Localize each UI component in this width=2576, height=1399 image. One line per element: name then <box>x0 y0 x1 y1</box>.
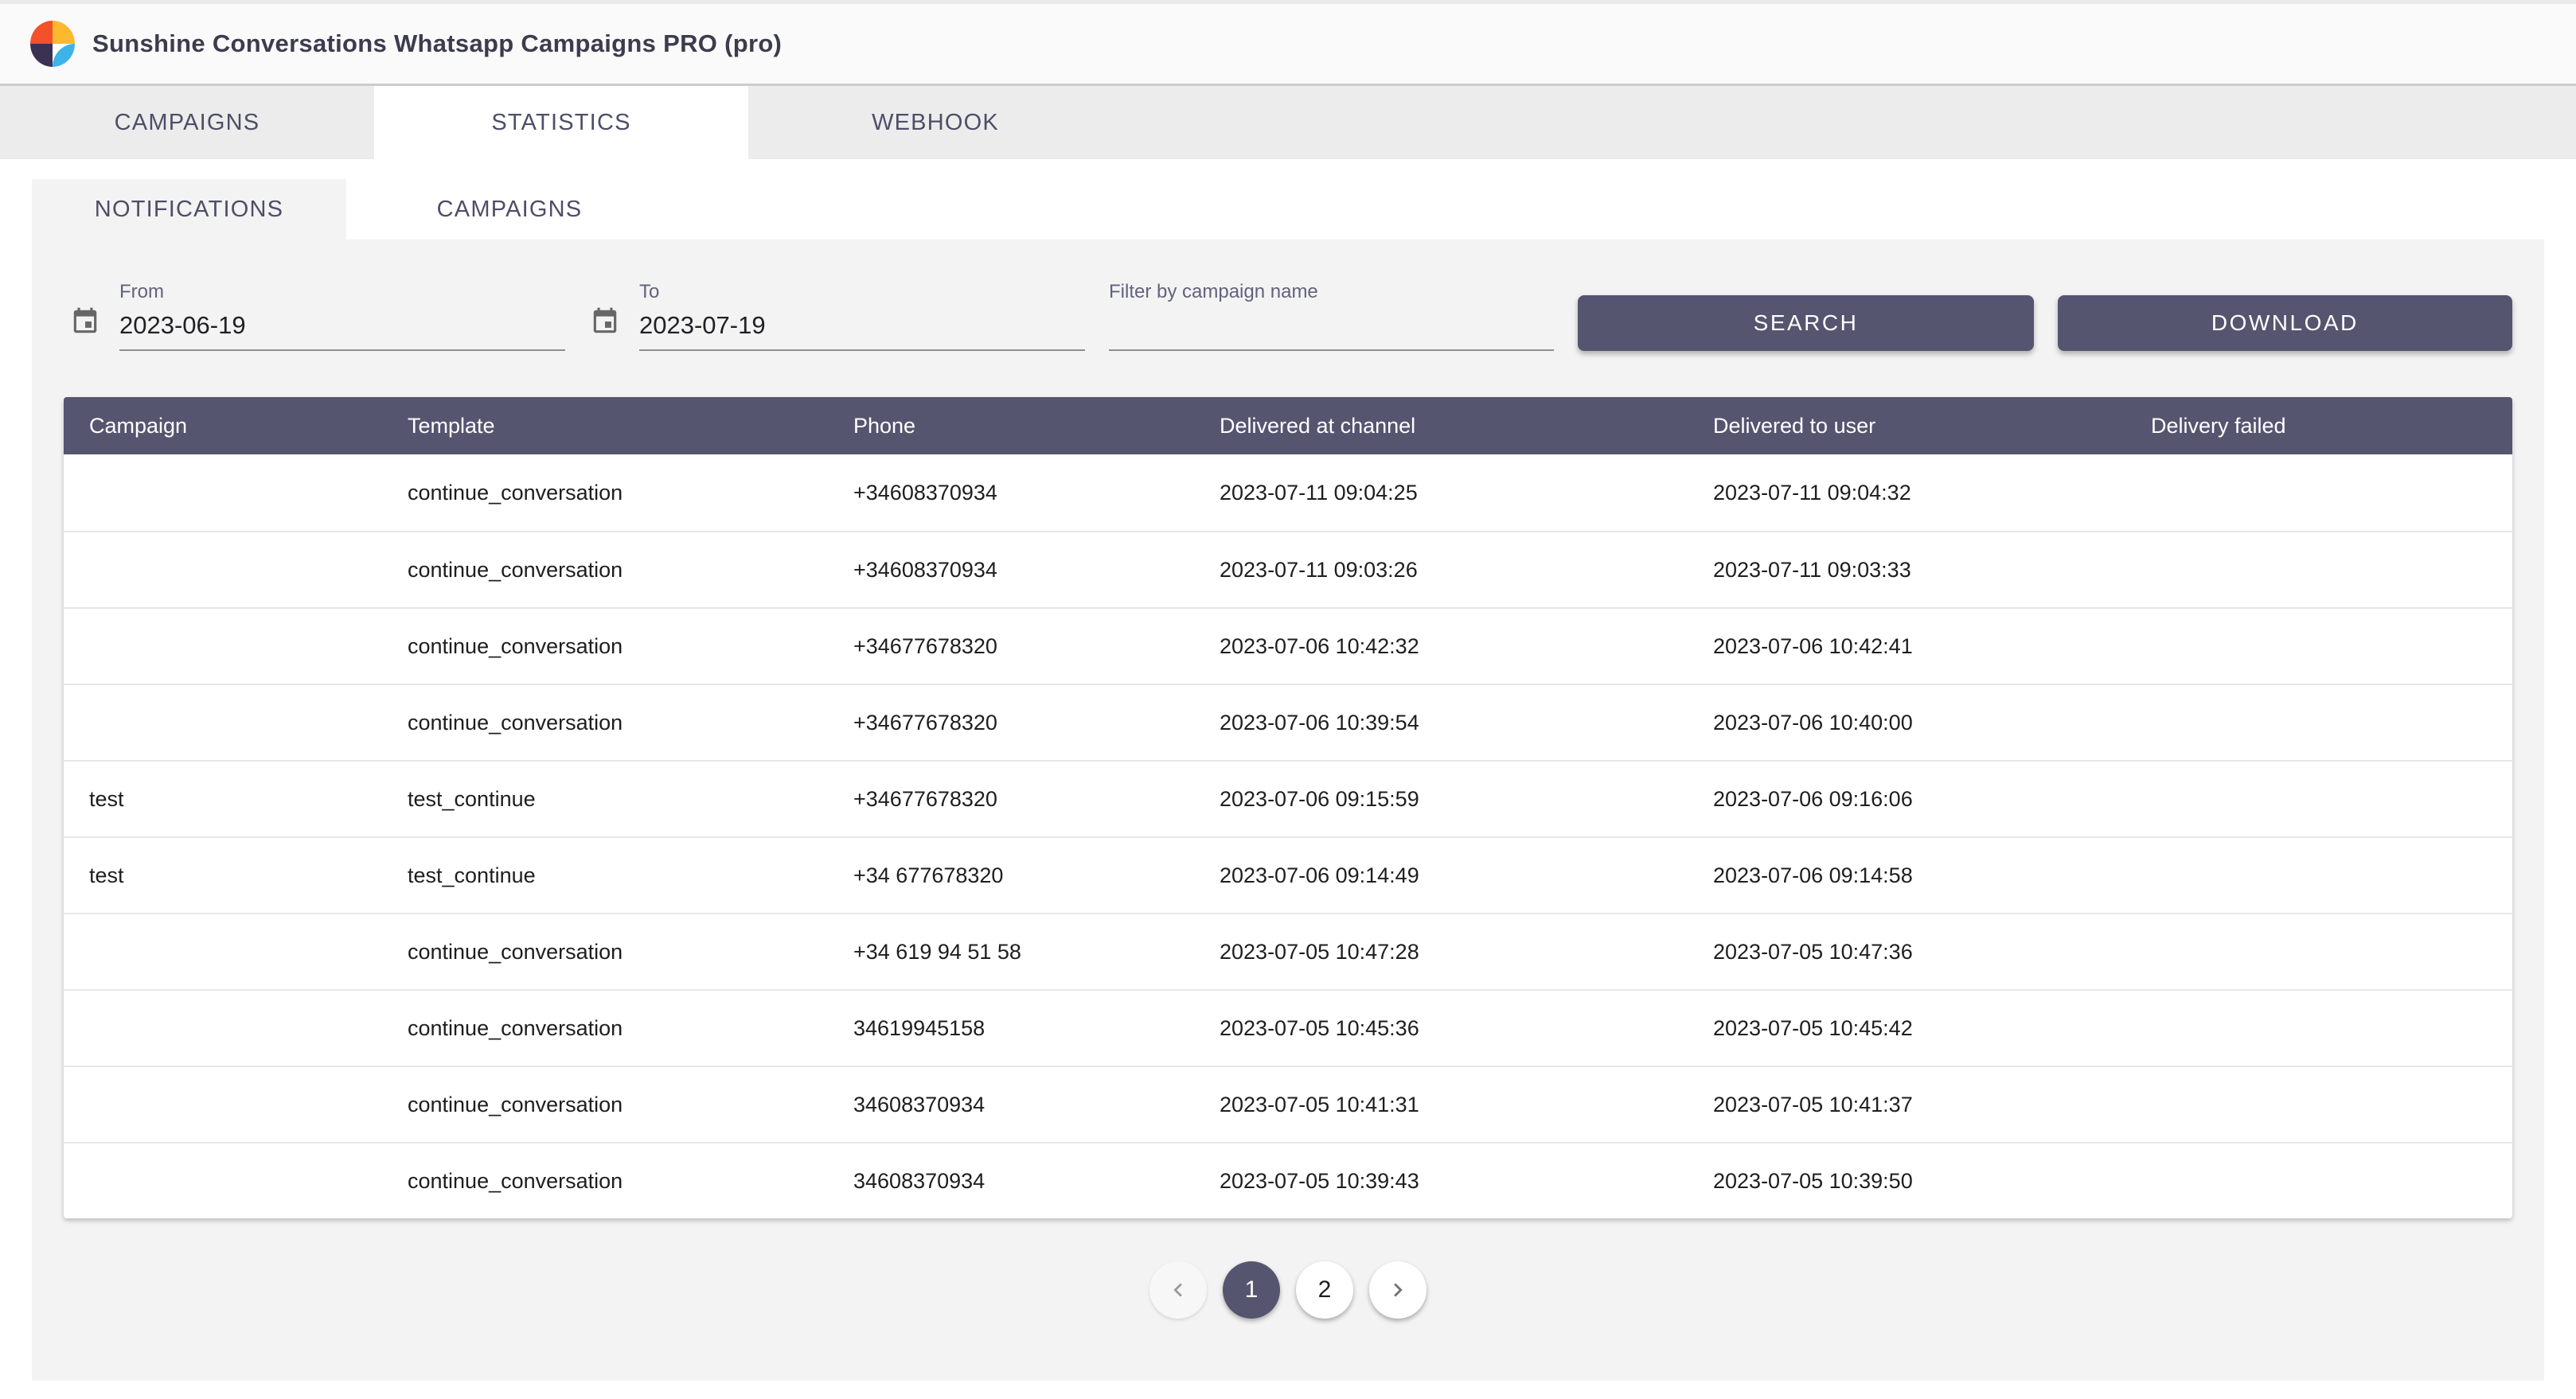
table-row: continue_conversation+34 619 94 51 58202… <box>64 913 2512 989</box>
column-header-campaign: Campaign <box>64 414 382 438</box>
campaign-filter-label: Filter by campaign name <box>1109 281 1554 303</box>
table-cell-delivered-to-user: 2023-07-05 10:41:37 <box>1688 1093 2125 1117</box>
table-row: continue_conversation346083709342023-07-… <box>64 1066 2512 1142</box>
column-header-phone: Phone <box>828 414 1194 438</box>
table-header: Campaign Template Phone Delivered at cha… <box>64 397 2512 454</box>
app-header: Sunshine Conversations Whatsapp Campaign… <box>0 4 2576 84</box>
chevron-left-icon <box>1165 1276 1192 1304</box>
search-button[interactable]: SEARCH <box>1578 295 2033 351</box>
table-cell-campaign: test <box>64 787 382 812</box>
table-cell-phone: +34677678320 <box>828 711 1194 735</box>
table-cell-phone: 34619945158 <box>828 1016 1194 1041</box>
pagination-page-2[interactable]: 2 <box>1296 1261 1353 1319</box>
table-cell-phone: +34677678320 <box>828 787 1194 812</box>
column-header-delivery-failed: Delivery failed <box>2125 414 2512 438</box>
table-cell-template: test_continue <box>382 787 828 812</box>
table-cell-phone: +34 677678320 <box>828 863 1194 888</box>
column-header-delivered-to-user: Delivered to user <box>1688 414 2125 438</box>
table-cell-delivered-to-user: 2023-07-11 09:03:33 <box>1688 558 2125 583</box>
table-cell-template: continue_conversation <box>382 940 828 964</box>
table-cell-phone: 34608370934 <box>828 1169 1194 1194</box>
table-cell-template: continue_conversation <box>382 711 828 735</box>
campaign-filter-field: Filter by campaign name <box>1109 281 1554 351</box>
page-title: Sunshine Conversations Whatsapp Campaign… <box>92 29 782 58</box>
pagination-prev-button[interactable] <box>1149 1261 1207 1319</box>
from-date-field: From <box>70 281 565 351</box>
table-cell-phone: +34677678320 <box>828 634 1194 659</box>
table-cell-delivered-to-user: 2023-07-11 09:04:32 <box>1688 481 2125 505</box>
calendar-icon[interactable] <box>590 305 620 338</box>
to-date-input[interactable] <box>639 310 1085 349</box>
main-tabbar: CAMPAIGNS STATISTICS WEBHOOK <box>0 86 2576 159</box>
table-cell-campaign: test <box>64 863 382 888</box>
table-cell-delivered-at-channel: 2023-07-05 10:45:36 <box>1194 1016 1688 1041</box>
table-row: continue_conversation+346083709342023-07… <box>64 531 2512 607</box>
table-cell-delivered-at-channel: 2023-07-05 10:41:31 <box>1194 1093 1688 1117</box>
table-cell-phone: +34608370934 <box>828 481 1194 505</box>
campaign-filter-input[interactable] <box>1109 310 1554 349</box>
table-row: testtest_continue+34 6776783202023-07-06… <box>64 836 2512 913</box>
table-cell-template: continue_conversation <box>382 558 828 583</box>
table-cell-delivered-at-channel: 2023-07-06 10:39:54 <box>1194 711 1688 735</box>
pagination-next-button[interactable] <box>1369 1261 1427 1319</box>
from-date-input[interactable] <box>119 310 565 349</box>
table-cell-delivered-at-channel: 2023-07-11 09:04:25 <box>1194 481 1688 505</box>
table-cell-template: continue_conversation <box>382 1016 828 1041</box>
table-cell-phone: +34 619 94 51 58 <box>828 940 1194 964</box>
notifications-table: Campaign Template Phone Delivered at cha… <box>64 397 2512 1218</box>
table-cell-delivered-to-user: 2023-07-05 10:47:36 <box>1688 940 2125 964</box>
table-cell-template: continue_conversation <box>382 634 828 659</box>
tab-statistics[interactable]: STATISTICS <box>374 86 748 159</box>
table-cell-phone: 34608370934 <box>828 1093 1194 1117</box>
table-cell-delivered-at-channel: 2023-07-06 09:15:59 <box>1194 787 1688 812</box>
from-label: From <box>119 281 565 303</box>
table-body: continue_conversation+346083709342023-07… <box>64 454 2512 1218</box>
table-row: continue_conversation+346776783202023-07… <box>64 607 2512 684</box>
table-cell-delivered-to-user: 2023-07-06 10:40:00 <box>1688 711 2125 735</box>
statistics-panel: From To Filter by campaign name SEARCH D… <box>32 240 2544 1381</box>
table-cell-delivered-to-user: 2023-07-05 10:39:50 <box>1688 1169 2125 1194</box>
subtab-notifications[interactable]: NOTIFICATIONS <box>32 179 346 240</box>
to-date-field: To <box>590 281 1085 351</box>
column-header-template: Template <box>382 414 828 438</box>
table-cell-template: continue_conversation <box>382 1093 828 1117</box>
table-cell-delivered-to-user: 2023-07-06 09:14:58 <box>1688 863 2125 888</box>
app-logo-icon <box>30 21 75 67</box>
pagination: 1 2 <box>64 1261 2512 1319</box>
chevron-right-icon <box>1384 1276 1411 1304</box>
table-row: testtest_continue+346776783202023-07-06 … <box>64 760 2512 836</box>
download-button[interactable]: DOWNLOAD <box>2058 295 2512 351</box>
table-cell-template: continue_conversation <box>382 1169 828 1194</box>
tab-campaigns[interactable]: CAMPAIGNS <box>0 86 374 159</box>
calendar-icon[interactable] <box>70 305 100 338</box>
table-cell-delivered-at-channel: 2023-07-06 09:14:49 <box>1194 863 1688 888</box>
table-cell-phone: +34608370934 <box>828 558 1194 583</box>
table-cell-delivered-at-channel: 2023-07-06 10:42:32 <box>1194 634 1688 659</box>
to-label: To <box>639 281 1085 303</box>
table-row: continue_conversation+346083709342023-07… <box>64 454 2512 531</box>
table-row: continue_conversation346199451582023-07-… <box>64 989 2512 1066</box>
tab-webhook[interactable]: WEBHOOK <box>748 86 1122 159</box>
table-cell-delivered-at-channel: 2023-07-05 10:39:43 <box>1194 1169 1688 1194</box>
subtab-campaigns[interactable]: CAMPAIGNS <box>346 179 673 240</box>
table-cell-delivered-to-user: 2023-07-05 10:45:42 <box>1688 1016 2125 1041</box>
column-header-delivered-at-channel: Delivered at channel <box>1194 414 1688 438</box>
table-cell-template: continue_conversation <box>382 481 828 505</box>
table-cell-delivered-to-user: 2023-07-06 09:16:06 <box>1688 787 2125 812</box>
table-cell-template: test_continue <box>382 863 828 888</box>
table-row: continue_conversation346083709342023-07-… <box>64 1142 2512 1218</box>
sub-tabbar: NOTIFICATIONS CAMPAIGNS <box>32 179 2544 240</box>
table-row: continue_conversation+346776783202023-07… <box>64 684 2512 760</box>
table-cell-delivered-to-user: 2023-07-06 10:42:41 <box>1688 634 2125 659</box>
table-cell-delivered-at-channel: 2023-07-05 10:47:28 <box>1194 940 1688 964</box>
filter-row: From To Filter by campaign name SEARCH D… <box>64 281 2512 351</box>
pagination-page-1[interactable]: 1 <box>1223 1261 1280 1319</box>
table-cell-delivered-at-channel: 2023-07-11 09:03:26 <box>1194 558 1688 583</box>
